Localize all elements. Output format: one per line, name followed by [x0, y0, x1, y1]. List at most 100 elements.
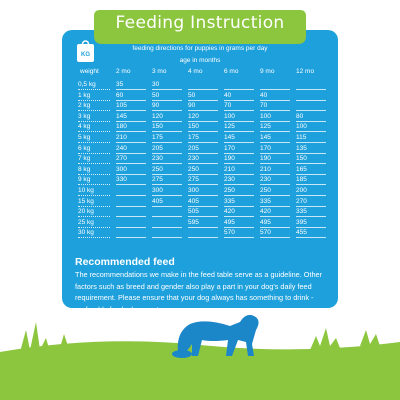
title: Feeding Instruction: [115, 13, 285, 33]
dog: [177, 314, 259, 356]
footer-text: The recommendations we make in the feed …: [75, 270, 323, 314]
table-cell: [152, 207, 182, 218]
table-cell: 250: [152, 165, 182, 175]
table-cell: 145: [224, 133, 254, 143]
column-header: 6 mo: [224, 68, 239, 75]
table-cell: 40: [260, 91, 290, 101]
table-cell: 70: [260, 101, 290, 112]
table-cell: 150: [296, 154, 326, 165]
table-cell: 300: [152, 186, 182, 196]
table-cell: [152, 228, 182, 239]
table-cell: [188, 228, 218, 239]
table-cell: 30: [152, 80, 182, 90]
table-cell: [260, 80, 290, 90]
subtitle: feeding directions for puppies in grams …: [132, 45, 268, 52]
table-cell: 405: [152, 197, 182, 207]
weight-icon: [77, 44, 94, 62]
table-cell: 330: [116, 175, 146, 186]
table-cell: [116, 186, 146, 196]
table-cell: 335: [296, 207, 326, 218]
table-cell: 35: [116, 80, 146, 90]
table-cell: [296, 91, 326, 101]
table-cell: 170: [224, 144, 254, 154]
table-cell: 210: [260, 165, 290, 175]
bowl: [172, 350, 192, 358]
blue-panel: [62, 30, 338, 308]
table-cell: 150: [152, 122, 182, 133]
table-cell: 495: [224, 218, 254, 228]
table-cell: 165: [296, 165, 326, 175]
table-cell: 230: [152, 154, 182, 165]
column-header: 3 mo: [152, 68, 167, 75]
table-cell: 145: [116, 112, 146, 122]
table-cell: 205: [188, 144, 218, 154]
footer-heading: Recommended feed: [75, 256, 175, 268]
table-cell: 175: [152, 133, 182, 143]
weight-label: 25 kg: [78, 218, 110, 228]
weight-label: 2 kg: [78, 101, 110, 112]
table-cell: [116, 228, 146, 239]
weight-label: 10 kg: [78, 186, 110, 196]
table-cell: 50: [188, 91, 218, 101]
table-cell: 100: [224, 112, 254, 122]
table-cell: 570: [260, 228, 290, 239]
table-cell: [188, 80, 218, 90]
table-cell: [116, 207, 146, 218]
table-cell: [296, 80, 326, 90]
table-cell: 240: [116, 144, 146, 154]
table-cell: 190: [224, 154, 254, 165]
column-header: weight: [80, 68, 99, 75]
table-cell: 115: [296, 133, 326, 143]
table-cell: 170: [260, 144, 290, 154]
table-cell: 125: [224, 122, 254, 133]
table-cell: 300: [188, 186, 218, 196]
table-cell: 100: [260, 112, 290, 122]
table-cell: 505: [188, 207, 218, 218]
weight-label: 9 kg: [78, 175, 110, 186]
table-cell: 300: [116, 165, 146, 175]
table-cell: 80: [296, 112, 326, 122]
table-cell: 180: [116, 122, 146, 133]
table-cell: 250: [260, 186, 290, 196]
table-cell: 455: [296, 228, 326, 239]
table-cell: 100: [296, 122, 326, 133]
table-cell: 275: [188, 175, 218, 186]
table-cell: 90: [188, 101, 218, 112]
table-cell: 335: [224, 197, 254, 207]
column-header: 2 mo: [116, 68, 131, 75]
table-cell: 420: [224, 207, 254, 218]
table-cell: 405: [188, 197, 218, 207]
table-cell: 200: [296, 186, 326, 196]
table-cell: 420: [260, 207, 290, 218]
table-cell: 210: [116, 133, 146, 143]
table-cell: 570: [224, 228, 254, 239]
table-cell: 495: [260, 218, 290, 228]
column-header: 12 mo: [296, 68, 315, 75]
weight-label: 30 kg: [78, 228, 110, 239]
table-cell: 185: [296, 175, 326, 186]
table-cell: 230: [188, 154, 218, 165]
grass: [0, 341, 400, 400]
table-cell: 210: [224, 165, 254, 175]
table-cell: 90: [152, 101, 182, 112]
column-header: 9 mo: [260, 68, 275, 75]
table-cell: 105: [116, 101, 146, 112]
weight-label: 20 kg: [78, 207, 110, 218]
table-cell: 150: [188, 122, 218, 133]
weight-icon-ring: [81, 40, 90, 48]
weight-label: 3 kg: [78, 112, 110, 122]
column-header: 4 mo: [188, 68, 203, 75]
table-cell: 595: [188, 218, 218, 228]
table-cell: 230: [260, 175, 290, 186]
table-cell: 270: [296, 197, 326, 207]
age-label: age in months: [179, 57, 221, 64]
table-cell: 120: [152, 112, 182, 122]
weight-label: 15 kg: [78, 197, 110, 207]
weight-label: 5 kg: [78, 133, 110, 143]
table-cell: [152, 218, 182, 228]
table-cell: 250: [188, 165, 218, 175]
table-cell: 275: [152, 175, 182, 186]
table-cell: 60: [116, 91, 146, 101]
table-cell: 70: [224, 101, 254, 112]
